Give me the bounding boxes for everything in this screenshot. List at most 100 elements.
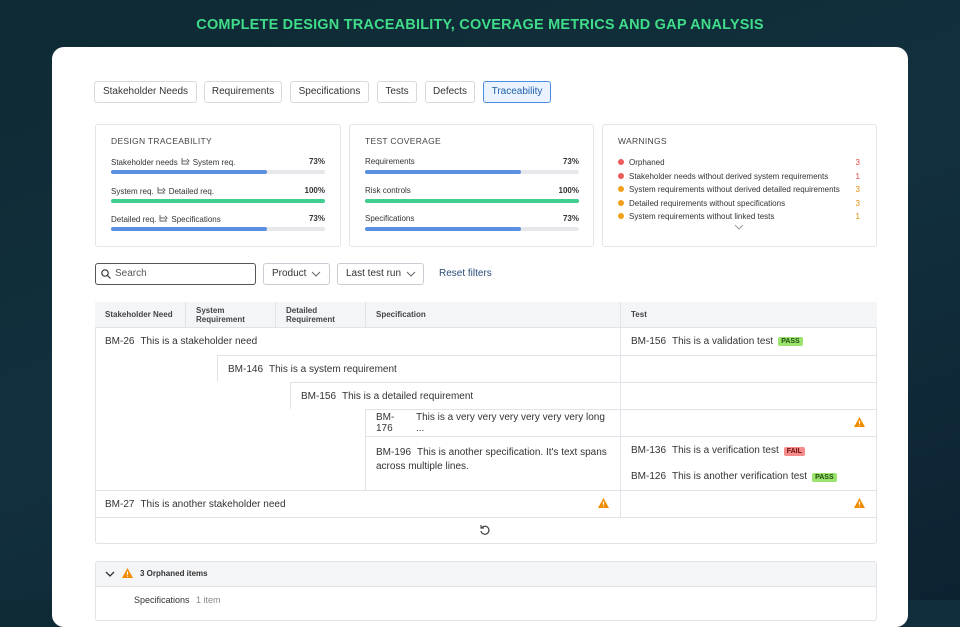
item-text: This is a detailed requirement bbox=[342, 390, 474, 402]
chevron bbox=[406, 271, 416, 277]
link-icon bbox=[159, 215, 169, 222]
target: System req. bbox=[192, 158, 236, 167]
tab-active[interactable]: Traceability bbox=[483, 81, 551, 103]
warning-icon bbox=[598, 498, 609, 508]
dropdown[interactable]: Product bbox=[263, 263, 330, 285]
metric-label: System req. Detailed req. bbox=[111, 186, 214, 196]
warning-text: Orphaned bbox=[629, 158, 665, 167]
metric-label: Requirements bbox=[365, 157, 415, 166]
metric-percent: 73% bbox=[562, 157, 579, 166]
progress-track bbox=[111, 170, 325, 174]
panel bbox=[602, 124, 877, 247]
progress-track bbox=[365, 198, 579, 203]
tab[interactable]: Specifications bbox=[290, 81, 369, 103]
panel bbox=[95, 124, 341, 247]
column-header: Specification bbox=[365, 302, 620, 328]
warning-icon bbox=[122, 568, 133, 578]
table-cell bbox=[620, 490, 877, 517]
warning-icon bbox=[854, 417, 865, 427]
table-cell bbox=[620, 409, 877, 436]
table-cell bbox=[620, 382, 877, 409]
search-icon bbox=[101, 269, 111, 279]
progress-track bbox=[111, 198, 325, 203]
table-cell bbox=[620, 355, 877, 382]
link-icon bbox=[157, 186, 166, 193]
progress-track bbox=[365, 170, 579, 174]
metric-label: Risk controls bbox=[365, 185, 411, 195]
metric-percent: 100% bbox=[558, 185, 579, 195]
panel-title: DESIGN TRACEABILITY bbox=[111, 136, 212, 146]
progress-bar bbox=[365, 227, 522, 231]
test-id: BM-156 bbox=[631, 336, 667, 347]
table-cell: BM-27 This is another stakeholder need bbox=[95, 490, 620, 517]
dropdown-label: Product bbox=[272, 268, 307, 279]
table-cell: BM-196 This is another specification. It'… bbox=[365, 436, 620, 490]
metric-percent: 73% bbox=[562, 214, 579, 223]
warning-dot bbox=[618, 213, 624, 219]
warning-count: 3 bbox=[855, 185, 860, 194]
progress-bar bbox=[111, 227, 268, 231]
item-text: This is a very very very very very very … bbox=[415, 412, 605, 434]
warning-text: Stakeholder needs without derived system… bbox=[629, 171, 829, 181]
item-text: This is another stakeholder need bbox=[140, 498, 286, 510]
warning-text: System requirements without linked tests bbox=[629, 212, 775, 221]
tab[interactable]: Stakeholder Needs bbox=[94, 81, 197, 103]
panel bbox=[349, 124, 594, 247]
column-header: System Requirement bbox=[185, 302, 275, 328]
target: Specifications bbox=[171, 215, 221, 224]
orphaned-group[interactable]: Specifications 1 item bbox=[134, 595, 221, 605]
chevron[interactable] bbox=[734, 223, 744, 231]
warning-count: 1 bbox=[855, 212, 860, 221]
item-id: BM-176 bbox=[376, 412, 395, 434]
item-id: BM-26 bbox=[105, 336, 135, 347]
test-text: This is a verification test bbox=[672, 444, 779, 456]
table-cell: BM-26 This is a stakeholder need bbox=[95, 328, 620, 355]
panel-title: WARNINGS bbox=[618, 136, 667, 146]
column-header: Stakeholder Need bbox=[95, 302, 185, 328]
tab[interactable]: Requirements bbox=[204, 81, 282, 103]
status-badge: PASS bbox=[812, 473, 837, 483]
warning-count: 1 bbox=[855, 171, 860, 181]
item-text: This is a system requirement bbox=[269, 363, 397, 375]
source: Detailed req. bbox=[111, 215, 157, 224]
progress-bar bbox=[365, 198, 579, 203]
column-header: Test bbox=[620, 302, 877, 328]
warning-text: Detailed requirements without specificat… bbox=[629, 198, 786, 208]
progress-bar bbox=[365, 170, 522, 174]
status-badge: FAIL bbox=[783, 446, 805, 456]
test-id: BM-126 bbox=[631, 471, 667, 483]
orphaned-header[interactable] bbox=[96, 562, 876, 587]
search[interactable]: Search bbox=[95, 263, 256, 285]
item-id: BM-156 bbox=[301, 390, 337, 402]
warning-text: System requirements without derived deta… bbox=[629, 185, 840, 194]
refresh-icon[interactable] bbox=[479, 524, 491, 536]
metric-percent: 73% bbox=[308, 157, 325, 166]
item-id: BM-27 bbox=[105, 498, 135, 510]
tab[interactable]: Tests bbox=[377, 81, 417, 103]
dropdown[interactable]: Last test run bbox=[337, 263, 424, 285]
table-cell: BM-156 This is a detailed requirement bbox=[290, 382, 620, 409]
test-text: This is another verification test bbox=[672, 471, 808, 483]
progress-bar bbox=[111, 198, 325, 203]
progress-bar bbox=[111, 170, 268, 174]
source: Stakeholder needs bbox=[111, 158, 178, 167]
tab[interactable]: Defects bbox=[425, 81, 475, 103]
item-id: BM-196 bbox=[376, 447, 412, 458]
test-text: This is a validation test bbox=[672, 336, 774, 347]
status-badge: PASS bbox=[778, 337, 803, 346]
warning-count: 3 bbox=[855, 158, 860, 167]
reset-filters[interactable]: Reset filters bbox=[439, 268, 492, 279]
target: Detailed req. bbox=[168, 186, 215, 196]
item-text: This is another specification. It's text… bbox=[376, 447, 607, 472]
progress-track bbox=[365, 227, 579, 231]
chevron bbox=[105, 571, 115, 577]
table-cell: BM-146 This is a system requirement bbox=[217, 355, 620, 382]
table-cell: BM-176 This is a very very very very very… bbox=[365, 409, 620, 436]
group-count: 1 item bbox=[196, 595, 221, 605]
table-cell: BM-156 This is a validation test PASS bbox=[620, 328, 877, 355]
panel-title: TEST COVERAGE bbox=[365, 136, 442, 146]
link-icon bbox=[181, 158, 190, 165]
group-name: Specifications bbox=[134, 595, 190, 605]
metric-label: Stakeholder needs System req. bbox=[111, 157, 235, 167]
